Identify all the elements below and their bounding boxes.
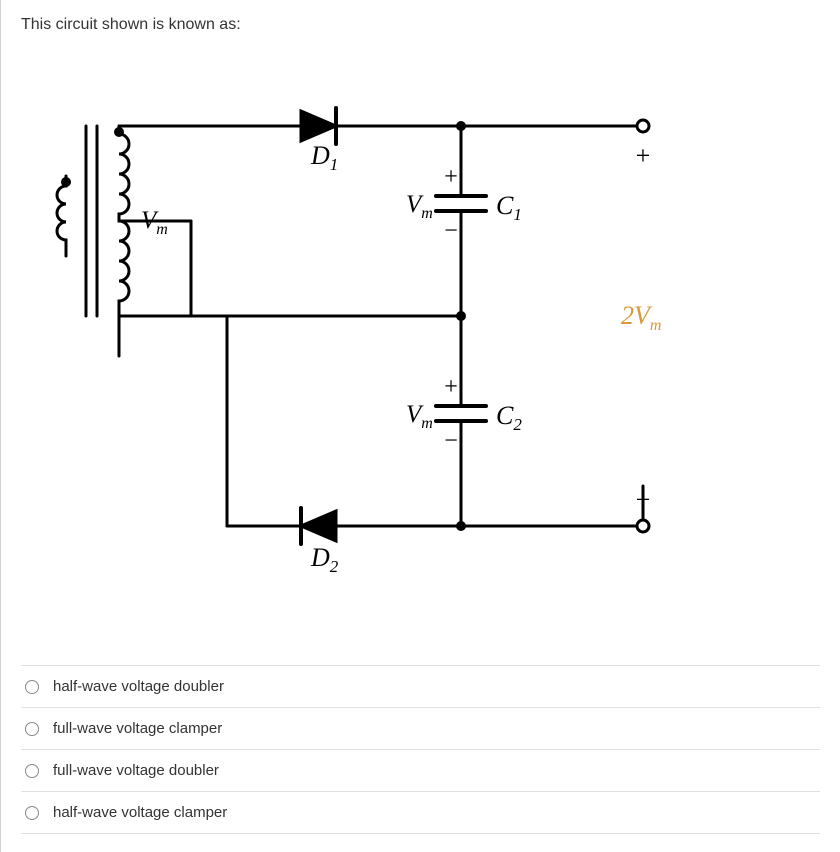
question-text: This circuit shown is known as: bbox=[21, 16, 820, 34]
circuit-figure: D1 D2 Vm + − Vm C1 + − Vm C2 + − 2Vm bbox=[11, 56, 731, 646]
c2-minus: − bbox=[444, 428, 458, 454]
diode-d1 bbox=[301, 108, 336, 144]
option-label: half-wave voltage doubler bbox=[53, 678, 224, 695]
option-label: full-wave voltage clamper bbox=[53, 720, 222, 737]
radio-icon bbox=[25, 806, 39, 820]
option-label: full-wave voltage doubler bbox=[53, 762, 219, 779]
label-vm-c1: Vm bbox=[406, 191, 433, 222]
c1-minus: − bbox=[444, 218, 458, 244]
label-vm-c2: Vm bbox=[406, 401, 433, 432]
c2-plus: + bbox=[444, 374, 458, 400]
label-d1: D1 bbox=[310, 141, 338, 174]
options-list: half-wave voltage doubler full-wave volt… bbox=[21, 665, 820, 834]
label-c1: C1 bbox=[496, 191, 522, 224]
option-0[interactable]: half-wave voltage doubler bbox=[21, 665, 820, 707]
out-plus: + bbox=[636, 141, 651, 170]
option-2[interactable]: full-wave voltage doubler bbox=[21, 749, 820, 791]
option-label: half-wave voltage clamper bbox=[53, 804, 227, 821]
option-3[interactable]: half-wave voltage clamper bbox=[21, 791, 820, 834]
out-minus: − bbox=[636, 485, 651, 514]
label-2vm: 2Vm bbox=[621, 301, 661, 334]
radio-icon bbox=[25, 680, 39, 694]
label-c2: C2 bbox=[496, 401, 522, 434]
c1-plus: + bbox=[444, 164, 458, 190]
radio-icon bbox=[25, 722, 39, 736]
radio-icon bbox=[25, 764, 39, 778]
label-d2: D2 bbox=[310, 543, 339, 576]
label-vm-transformer: Vm bbox=[141, 207, 168, 238]
option-1[interactable]: full-wave voltage clamper bbox=[21, 707, 820, 749]
